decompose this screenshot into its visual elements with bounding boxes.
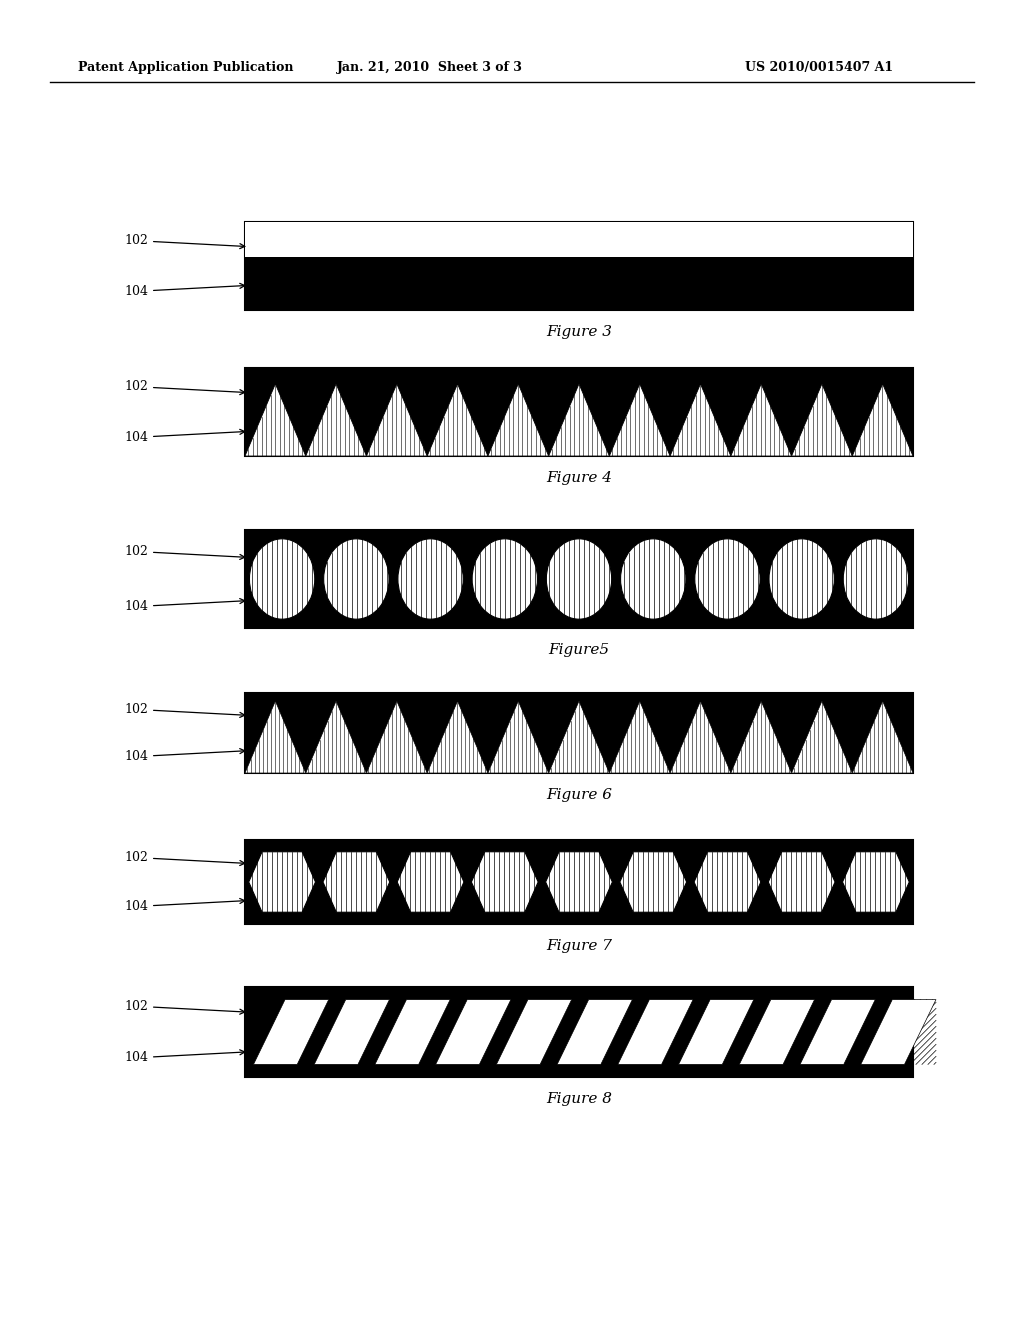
Polygon shape: [861, 999, 936, 1064]
Ellipse shape: [621, 539, 686, 619]
Text: 102: 102: [124, 545, 245, 560]
Polygon shape: [670, 701, 731, 774]
Bar: [245, 222, 913, 310]
Polygon shape: [487, 384, 549, 455]
Polygon shape: [427, 701, 487, 774]
Text: 102: 102: [124, 234, 245, 248]
Ellipse shape: [472, 539, 538, 619]
Polygon shape: [487, 701, 549, 774]
Polygon shape: [249, 851, 315, 912]
Ellipse shape: [324, 539, 389, 619]
Bar: [245, 840, 913, 924]
Polygon shape: [768, 851, 835, 912]
Text: Figure 8: Figure 8: [546, 1092, 612, 1106]
Polygon shape: [471, 851, 539, 912]
Bar: [245, 987, 913, 1077]
Polygon shape: [739, 999, 814, 1064]
Polygon shape: [323, 851, 390, 912]
Polygon shape: [609, 701, 670, 774]
Text: Figure5: Figure5: [549, 643, 609, 657]
Polygon shape: [367, 384, 427, 455]
Text: 104: 104: [124, 598, 245, 612]
Polygon shape: [497, 999, 571, 1064]
Text: 104: 104: [124, 429, 245, 444]
Ellipse shape: [843, 539, 908, 619]
Polygon shape: [852, 384, 913, 455]
Polygon shape: [375, 999, 451, 1064]
Polygon shape: [620, 851, 687, 912]
Ellipse shape: [398, 539, 463, 619]
Text: Patent Application Publication: Patent Application Publication: [78, 62, 294, 74]
Ellipse shape: [695, 539, 760, 619]
Text: 104: 104: [124, 899, 245, 913]
Text: 102: 102: [124, 702, 245, 717]
Text: Figure 6: Figure 6: [546, 788, 612, 803]
Text: US 2010/0015407 A1: US 2010/0015407 A1: [745, 62, 893, 74]
Polygon shape: [546, 851, 612, 912]
Polygon shape: [609, 384, 670, 455]
Text: 104: 104: [124, 748, 245, 763]
Polygon shape: [306, 384, 367, 455]
Ellipse shape: [769, 539, 835, 619]
Polygon shape: [800, 999, 876, 1064]
Polygon shape: [731, 384, 792, 455]
Bar: [245, 368, 913, 455]
Polygon shape: [694, 851, 761, 912]
Polygon shape: [549, 701, 609, 774]
Text: Figure 7: Figure 7: [546, 939, 612, 953]
Polygon shape: [254, 999, 329, 1064]
Text: Figure 3: Figure 3: [546, 325, 612, 339]
Polygon shape: [427, 384, 487, 455]
Bar: [245, 531, 913, 628]
Text: 102: 102: [124, 851, 245, 866]
Polygon shape: [731, 701, 792, 774]
Polygon shape: [670, 384, 731, 455]
Polygon shape: [557, 999, 633, 1064]
Polygon shape: [245, 701, 306, 774]
Text: Jan. 21, 2010  Sheet 3 of 3: Jan. 21, 2010 Sheet 3 of 3: [337, 62, 523, 74]
Polygon shape: [435, 999, 511, 1064]
Polygon shape: [843, 851, 909, 912]
Text: Figure 4: Figure 4: [546, 471, 612, 484]
Polygon shape: [314, 999, 389, 1064]
Ellipse shape: [547, 539, 611, 619]
Polygon shape: [245, 384, 306, 455]
Text: 102: 102: [124, 999, 245, 1014]
Polygon shape: [549, 384, 609, 455]
Polygon shape: [852, 701, 913, 774]
Polygon shape: [792, 701, 852, 774]
Bar: [245, 222, 913, 257]
Polygon shape: [397, 851, 464, 912]
Polygon shape: [792, 384, 852, 455]
Text: 102: 102: [124, 380, 245, 395]
Text: 104: 104: [124, 1049, 245, 1064]
Bar: [245, 693, 913, 774]
Polygon shape: [617, 999, 693, 1064]
Ellipse shape: [250, 539, 314, 619]
Polygon shape: [367, 701, 427, 774]
Polygon shape: [306, 701, 367, 774]
Polygon shape: [679, 999, 754, 1064]
Text: 104: 104: [124, 284, 245, 298]
